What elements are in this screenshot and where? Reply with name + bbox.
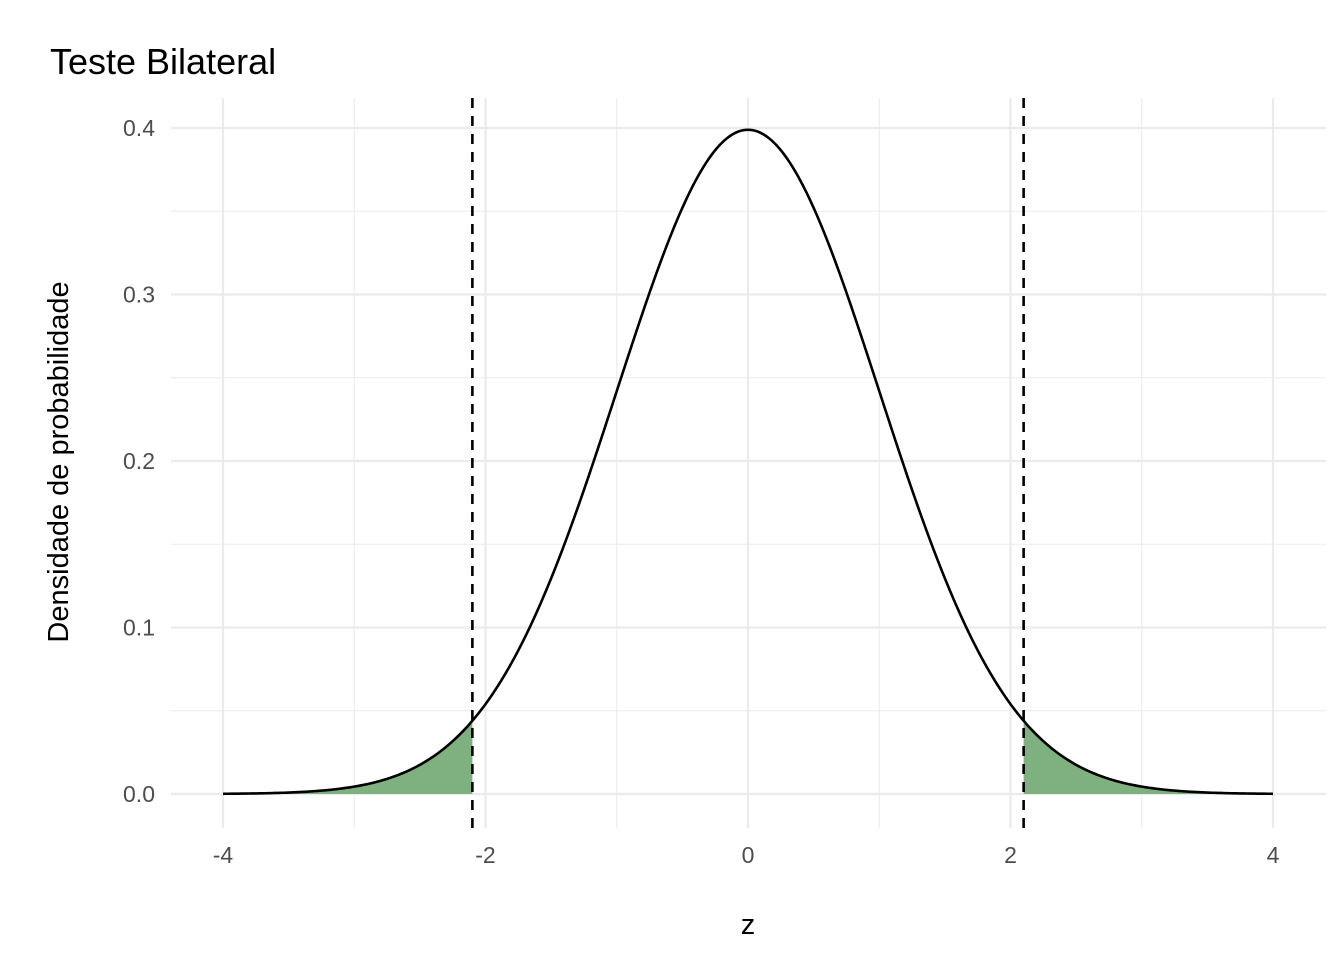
- critical-value-lines: [471, 98, 1025, 828]
- x-tick-label: 2: [1004, 842, 1017, 868]
- y-tick-label: 0.2: [123, 448, 155, 474]
- y-tick-label: 0.1: [123, 615, 155, 641]
- left-tail-region: [223, 720, 473, 794]
- chart-title: Teste Bilateral: [50, 41, 276, 82]
- y-tick-label: 0.3: [123, 282, 155, 308]
- right-tail-region: [1023, 720, 1273, 794]
- gridlines: [171, 98, 1326, 828]
- x-tick-label: -4: [213, 842, 234, 868]
- x-tick-label: 0: [742, 842, 755, 868]
- y-tick-label: 0.0: [123, 781, 155, 807]
- x-tick-label: 4: [1267, 842, 1280, 868]
- density-curve: [222, 128, 1274, 796]
- x-axis-ticks: -4 -2 0 2 4: [213, 842, 1280, 868]
- rejection-regions: [223, 720, 1273, 794]
- y-axis-title: Densidade de probabilidade: [43, 281, 75, 642]
- y-axis-ticks: 0.0 0.1 0.2 0.3 0.4: [123, 115, 155, 807]
- x-axis-title: z: [741, 909, 756, 941]
- x-tick-label: -2: [475, 842, 495, 868]
- y-tick-label: 0.4: [123, 115, 155, 141]
- density-curve-layer: [222, 128, 1274, 796]
